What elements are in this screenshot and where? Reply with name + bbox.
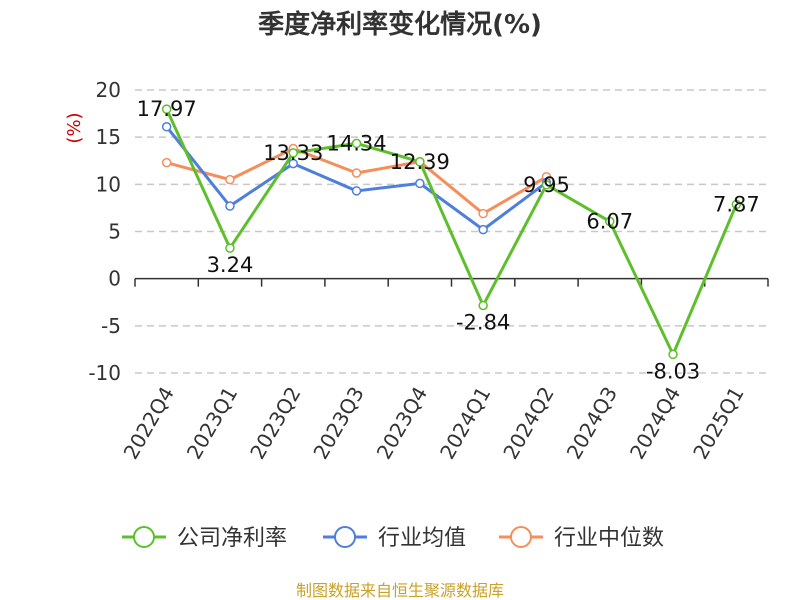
data-label: 14.34 (326, 131, 386, 155)
data-label: 6.07 (586, 209, 633, 233)
data-point (351, 186, 362, 196)
data-point (605, 216, 615, 227)
data-point (161, 122, 172, 132)
data-point (415, 157, 425, 167)
series-lines (161, 104, 742, 360)
data-label: 12.39 (390, 150, 450, 174)
x-tick-label: 2023Q1 (182, 383, 242, 464)
data-label: 7.87 (713, 192, 760, 216)
data-label: 3.24 (207, 253, 254, 277)
data-point (415, 178, 425, 189)
legend-label: 行业中位数 (554, 526, 664, 551)
data-label: -8.03 (646, 359, 700, 383)
data-point (731, 199, 742, 210)
legend-swatch-marker (133, 526, 155, 548)
x-tick-label: 2022Q4 (119, 383, 179, 464)
x-tick-label: 2024Q1 (435, 383, 495, 464)
data-point (478, 300, 488, 311)
legend-label: 行业均值 (378, 526, 466, 551)
x-tick-label: 2025Q1 (688, 383, 748, 464)
x-tick-label: 2024Q3 (562, 383, 622, 464)
legend[interactable]: 公司净利率 行业均值 行业中位数 (122, 526, 664, 551)
x-tick-label: 2023Q3 (308, 383, 368, 464)
data-point (225, 243, 235, 253)
data-point (351, 168, 362, 178)
data-label: -2.84 (456, 310, 510, 334)
data-label: 13.33 (263, 141, 323, 165)
y-tick-label: 5 (108, 220, 121, 244)
data-point (668, 349, 678, 360)
data-point (288, 148, 298, 158)
y-tick-label: 15 (96, 125, 121, 149)
y-tick-label: -5 (101, 314, 121, 338)
legend-label: 公司净利率 (177, 526, 287, 551)
chart-title: 季度净利率变化情况(%) (258, 9, 542, 40)
data-point (351, 138, 362, 149)
data-point (478, 208, 488, 219)
data-point (541, 180, 552, 190)
y-tick-label: -10 (88, 361, 121, 385)
data-point (288, 158, 298, 169)
legend-item[interactable]: 公司净利率 (122, 526, 287, 551)
data-label: 9.95 (523, 173, 570, 197)
legend-swatch-marker (334, 526, 356, 548)
legend-item[interactable]: 行业中位数 (499, 526, 664, 551)
series-line (166, 146, 548, 216)
data-label: 17.97 (137, 97, 197, 121)
legend-swatch-marker (510, 526, 532, 548)
data-point (478, 224, 488, 235)
y-axis-label: (%) (64, 112, 85, 143)
x-tick-label: 2023Q4 (372, 383, 432, 464)
source-note: 制图数据来自恒生聚源数据库 (296, 581, 504, 600)
x-tick-label: 2023Q2 (245, 383, 305, 464)
legend-item[interactable]: 行业均值 (323, 526, 466, 551)
data-point (225, 201, 235, 211)
x-tick-label: 2024Q4 (625, 383, 685, 464)
data-point (161, 157, 172, 168)
y-tick-label: 0 (108, 267, 121, 291)
x-tick-label: 2024Q2 (498, 383, 558, 464)
data-point (161, 104, 172, 114)
y-tick-label: 20 (96, 78, 121, 102)
y-tick-label: 10 (96, 172, 121, 196)
data-point (225, 174, 235, 185)
series-line (165, 108, 738, 356)
